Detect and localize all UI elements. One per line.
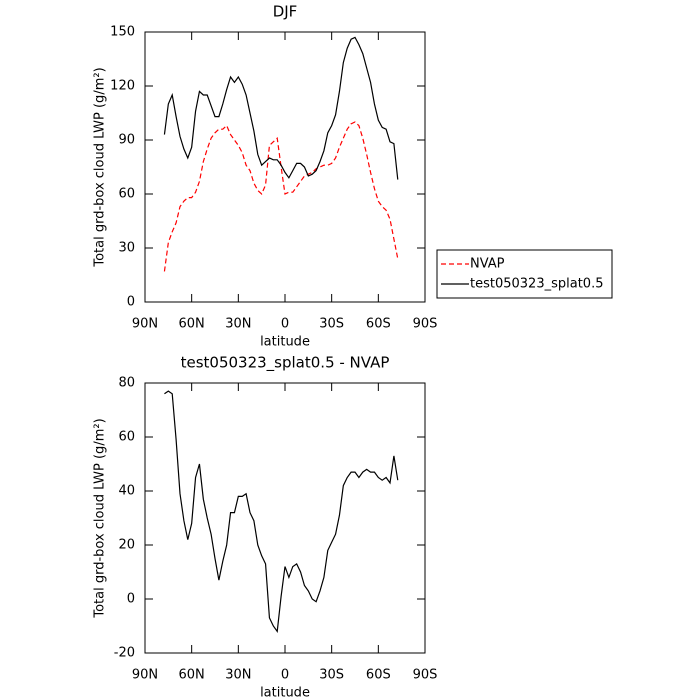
y-tick-label: 60 bbox=[118, 430, 135, 445]
x-axis-label: latitude bbox=[260, 686, 310, 700]
chart-title: DJF bbox=[273, 3, 298, 21]
x-tick-label: 90S bbox=[413, 317, 438, 332]
x-tick-label: 90S bbox=[413, 668, 438, 683]
plot-frame bbox=[144, 31, 426, 303]
x-tick-label: 90N bbox=[132, 317, 158, 332]
y-tick-label: 60 bbox=[118, 187, 135, 202]
y-axis-label: Total grd-box cloud LWP (g/m²) bbox=[93, 418, 108, 618]
x-tick-label: 60N bbox=[179, 668, 205, 683]
x-tick-label: 90N bbox=[132, 668, 158, 683]
y-tick-label: 80 bbox=[118, 376, 135, 391]
legend-label: test050323_splat0.5 bbox=[470, 277, 603, 292]
x-tick-label: 60S bbox=[366, 317, 391, 332]
y-tick-label: 0 bbox=[127, 592, 135, 607]
x-tick-label: 60S bbox=[366, 668, 391, 683]
x-tick-label: 30N bbox=[225, 317, 251, 332]
y-tick-label: 20 bbox=[118, 538, 135, 553]
y-tick-label: 120 bbox=[110, 79, 135, 94]
x-tick-label: 0 bbox=[281, 668, 289, 683]
y-tick-label: 0 bbox=[127, 295, 135, 310]
legend-label: NVAP bbox=[470, 257, 505, 272]
y-tick-label: 40 bbox=[118, 484, 135, 499]
plot-frame bbox=[144, 382, 426, 654]
x-tick-label: 30S bbox=[319, 317, 344, 332]
x-tick-label: 60N bbox=[179, 317, 205, 332]
data-line bbox=[163, 36, 399, 180]
y-tick-label: 30 bbox=[118, 241, 135, 256]
chart-title: test050323_splat0.5 - NVAP bbox=[181, 354, 390, 373]
y-tick-label: 150 bbox=[110, 25, 135, 40]
x-tick-label: 0 bbox=[281, 317, 289, 332]
y-tick-label: 90 bbox=[118, 133, 135, 148]
x-tick-label: 30S bbox=[319, 668, 344, 683]
x-tick-label: 30N bbox=[225, 668, 251, 683]
data-line bbox=[163, 121, 399, 272]
y-axis-label: Total grd-box cloud LWP (g/m²) bbox=[93, 67, 108, 267]
y-tick-label: -20 bbox=[114, 646, 135, 661]
x-axis-label: latitude bbox=[260, 335, 310, 350]
legend-box bbox=[436, 249, 613, 299]
data-line bbox=[164, 390, 399, 634]
